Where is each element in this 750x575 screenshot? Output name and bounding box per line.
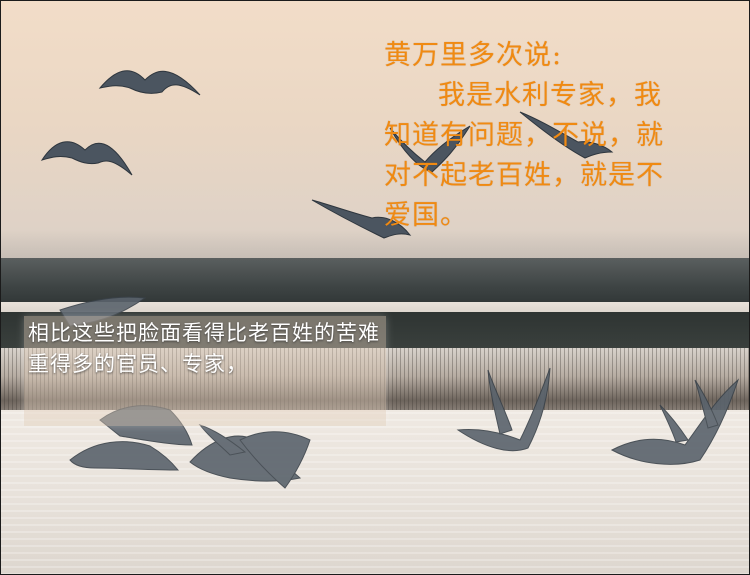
quote-line: 黄万里多次说:	[384, 40, 563, 71]
caption-panel: 相比这些把脸面看得比老百姓的苦难重得多的官员、专家，	[24, 316, 386, 426]
quote-line: 对不起老百姓，就是不	[384, 160, 664, 191]
quote-line: 我是水利专家，我	[438, 80, 662, 111]
near-treeline	[0, 312, 750, 352]
frozen-shallows	[0, 410, 750, 575]
landing-swan	[456, 367, 551, 452]
landing-swan	[239, 431, 311, 489]
flying-swan	[40, 141, 133, 176]
quote-line: 知道有问题，不说，就	[384, 120, 664, 151]
landing-swan	[59, 296, 180, 471]
landing-swan	[99, 405, 193, 446]
caption-text: 相比这些把脸面看得比老百姓的苦难重得多的官员、专家，	[28, 321, 380, 376]
flying-swan	[311, 199, 412, 239]
flying-swan	[389, 111, 614, 173]
reed-marsh	[0, 348, 750, 418]
quote-line: 爱国。	[384, 200, 468, 231]
landing-swan	[610, 378, 740, 465]
flying-swan	[98, 70, 201, 96]
quote-text-block: 黄万里多次说: 我是水利专家，我 知道有问题，不说，就 对不起老百姓，就是不 爱…	[384, 36, 724, 236]
